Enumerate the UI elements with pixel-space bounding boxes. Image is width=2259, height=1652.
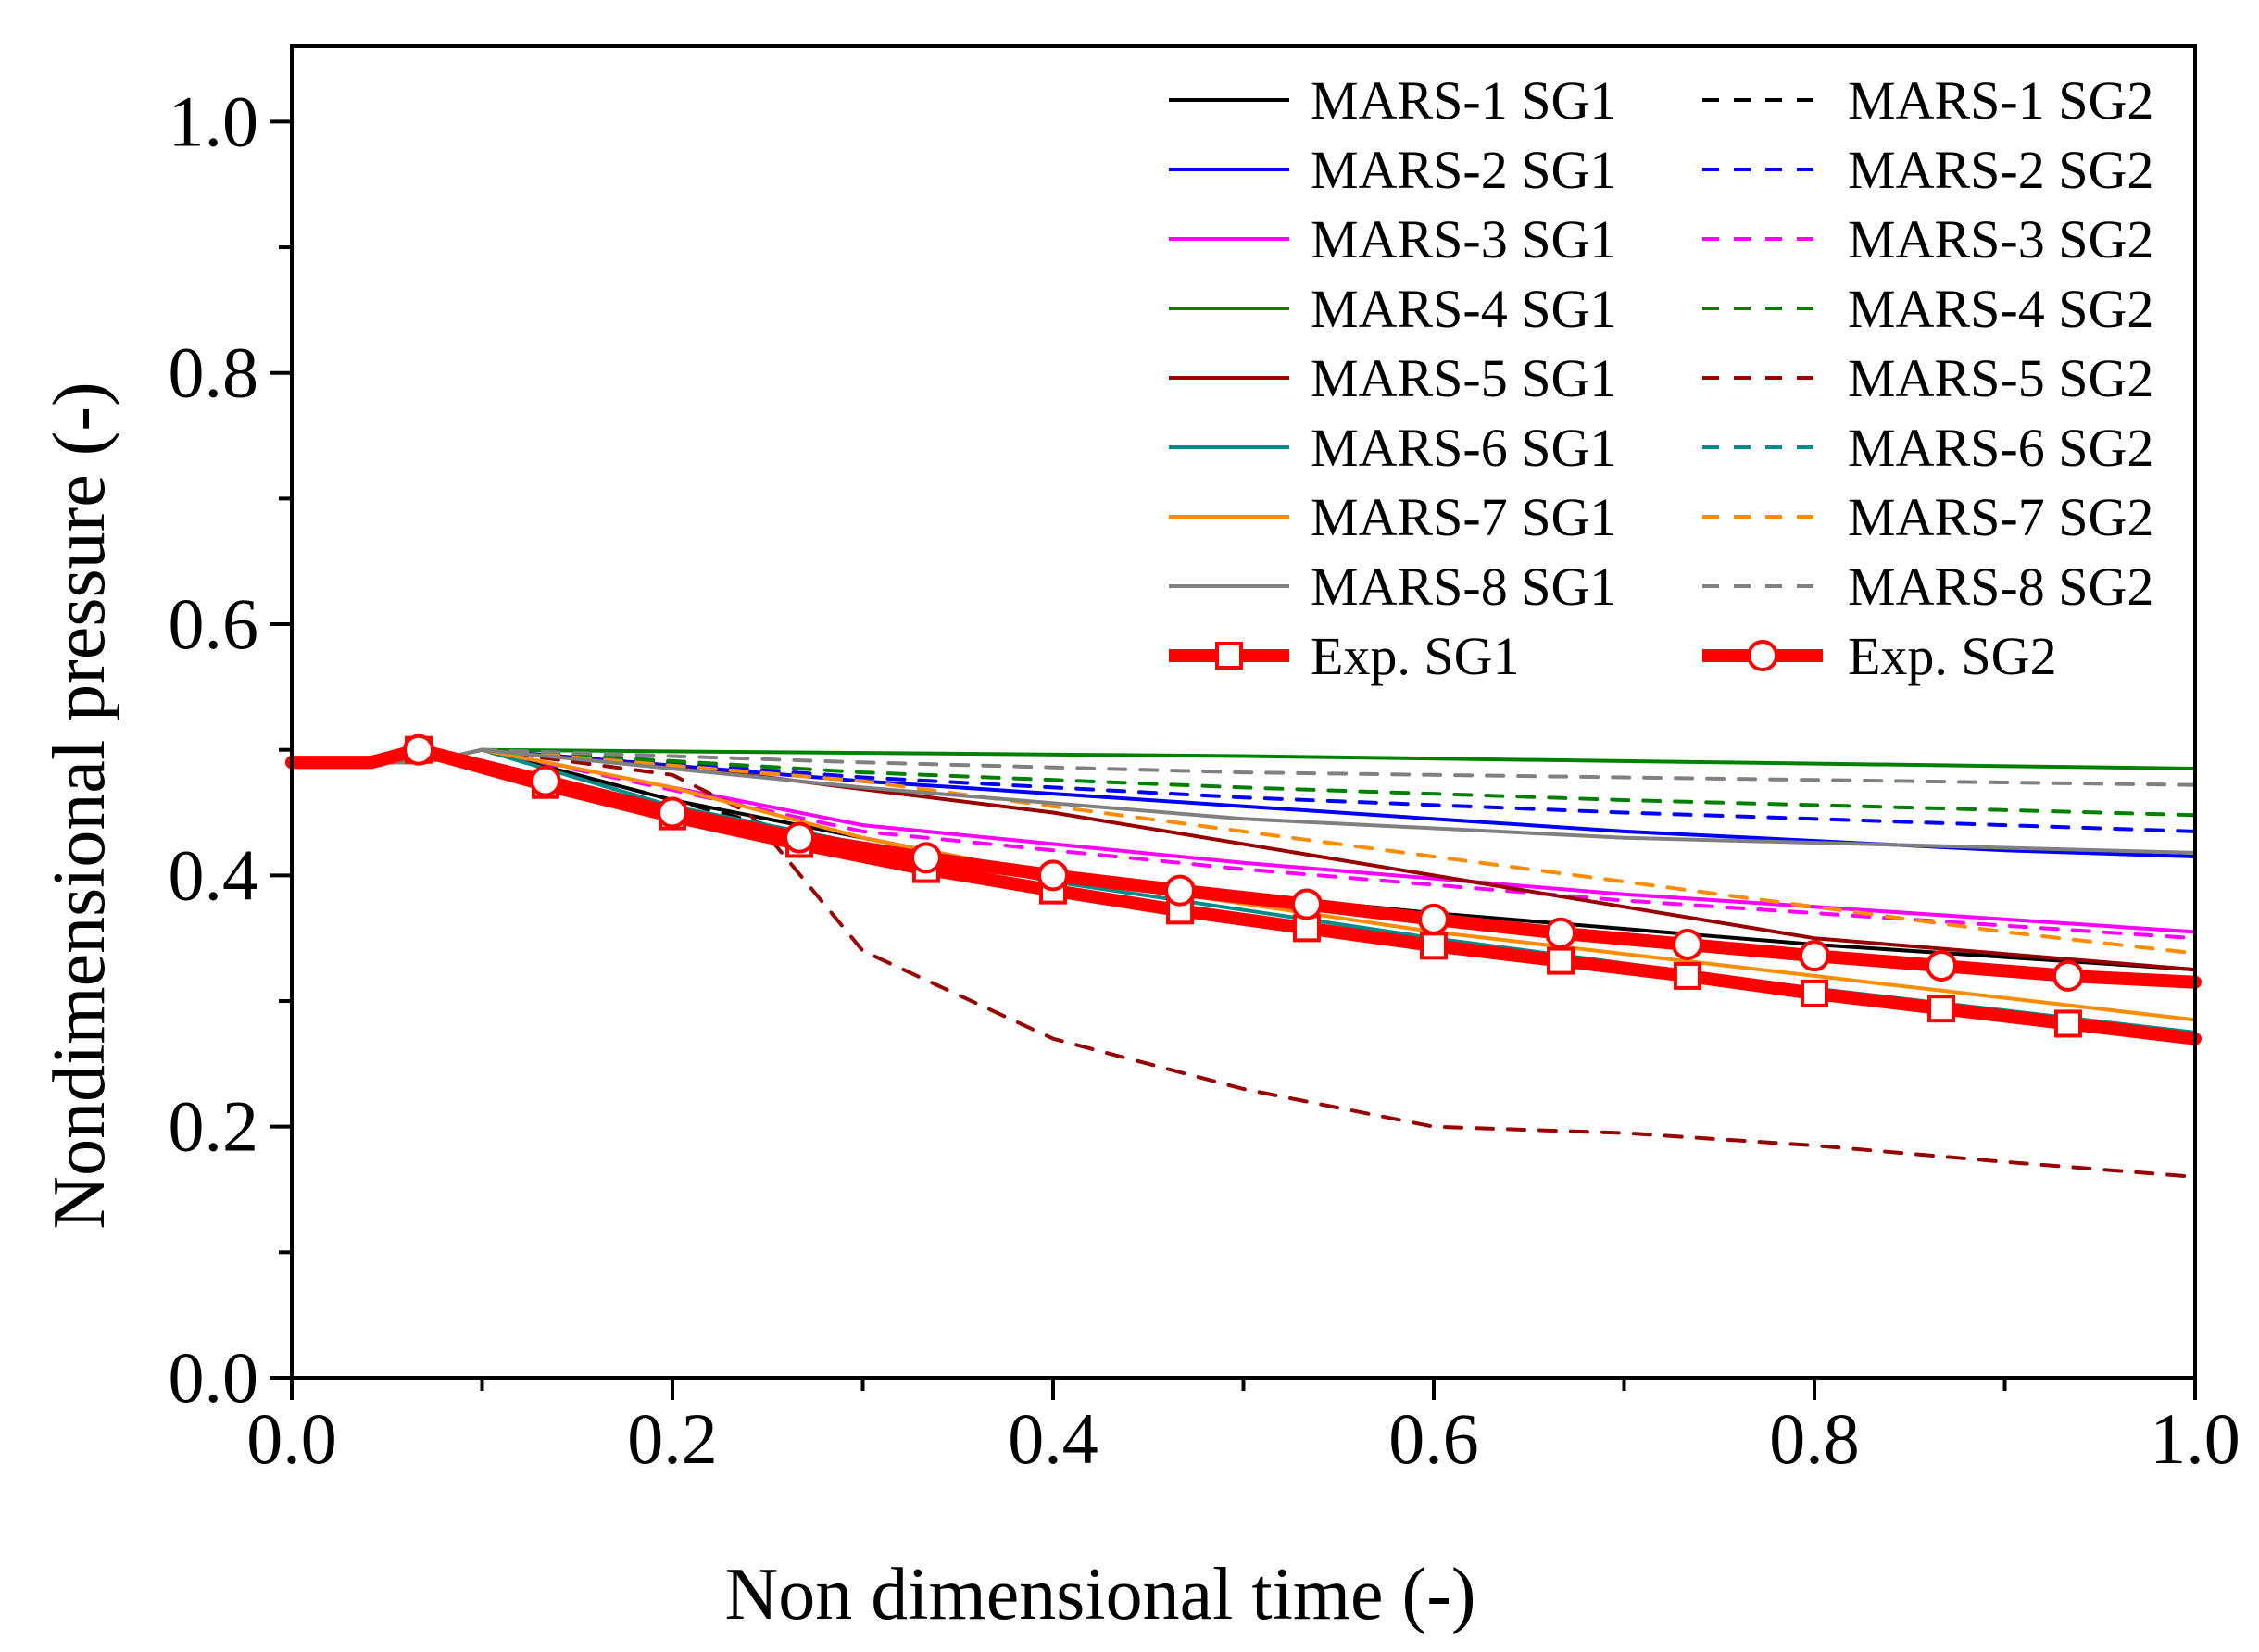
marker-exp-sg2 (1418, 903, 1450, 935)
legend-entry-mars-8-sg2: MARS-8 SG2 (1702, 557, 2153, 617)
x-tick-label: 0.2 (627, 1398, 718, 1479)
legend-label: MARS-2 SG1 (1311, 140, 1616, 200)
marker-exp-sg2 (1164, 874, 1197, 907)
legend-entry-mars-3-sg1: MARS-3 SG1 (1169, 209, 1616, 269)
legend-label: MARS-2 SG2 (1848, 140, 2153, 200)
marker-exp-sg2 (1799, 940, 1830, 972)
y-tick-label: 0.4 (169, 834, 259, 915)
legend-entry-mars-2-sg1: MARS-2 SG1 (1169, 140, 1616, 200)
marker-exp-sg2 (2052, 959, 2084, 992)
legend-entry-exp-sg1: Exp. SG1 (1169, 626, 1520, 686)
legend-entry-mars-1-sg1: MARS-1 SG1 (1169, 70, 1616, 131)
legend-marker-square (1215, 642, 1243, 670)
marker-exp-sg2 (1926, 950, 1958, 982)
y-tick-label: 0.0 (169, 1337, 259, 1418)
marker-exp-sg2 (529, 765, 561, 797)
marker-exp-sg2 (657, 796, 688, 829)
legend-entry-mars-5-sg2: MARS-5 SG2 (1702, 348, 2153, 408)
marker-exp-sg2 (1671, 928, 1703, 960)
legend-entry-mars-7-sg1: MARS-7 SG1 (1169, 487, 1616, 547)
legend-entry-mars-4-sg1: MARS-4 SG1 (1169, 279, 1616, 339)
legend-label: Exp. SG1 (1311, 626, 1520, 686)
marker-exp-sg2 (403, 733, 435, 766)
y-tick-label: 0.6 (169, 583, 259, 664)
marker-exp-sg1 (2053, 1009, 2082, 1038)
legend-entry-mars-8-sg1: MARS-8 SG1 (1169, 557, 1616, 617)
marker-exp-sg2 (910, 842, 942, 874)
legend-marker-circle (1747, 640, 1778, 671)
marker-exp-sg1 (1420, 932, 1448, 960)
legend-entry-mars-3-sg2: MARS-3 SG2 (1702, 209, 2153, 269)
marker-exp-sg1 (1547, 946, 1575, 975)
x-tick-label: 0.8 (1769, 1398, 1860, 1479)
series-layer (285, 733, 2202, 1179)
legend-entry-exp-sg2: Exp. SG2 (1702, 626, 2057, 686)
legend-entry-mars-1-sg2: MARS-1 SG2 (1702, 70, 2153, 131)
legend-label: MARS-3 SG2 (1848, 209, 2153, 269)
marker-exp-sg2 (784, 821, 816, 854)
legend-label: MARS-7 SG1 (1311, 487, 1616, 547)
marker-exp-sg2 (1037, 859, 1069, 892)
legend-label: MARS-7 SG2 (1848, 487, 2153, 547)
legend-label: MARS-1 SG1 (1311, 70, 1616, 131)
marker-exp-sg1 (1801, 979, 1828, 1007)
x-axis-title: Non dimensional time (-) (725, 1554, 1476, 1635)
axes-layer: 0.0 0.2 0.4 0.6 0.8 1.0 0.0 0.2 0.4 0.6 0.8 1.0 (169, 44, 2240, 1479)
legend-label: MARS-5 SG1 (1311, 348, 1616, 408)
x-tick-label: 1.0 (2150, 1398, 2240, 1479)
legend-label: MARS-6 SG2 (1848, 418, 2153, 478)
legend-label: MARS-8 SG1 (1311, 557, 1616, 617)
x-tick-label: 0.4 (1008, 1398, 1098, 1479)
x-tick-label: 0.6 (1388, 1398, 1479, 1479)
series-line-mars-3-sg2 (290, 747, 2197, 941)
legend-label: MARS-1 SG2 (1848, 70, 2153, 131)
legend-entry-mars-6-sg1: MARS-6 SG1 (1169, 418, 1616, 478)
y-tick-label: 1.0 (169, 81, 259, 161)
y-tick-label: 0.2 (169, 1086, 259, 1167)
legend-label: Exp. SG2 (1848, 626, 2057, 686)
legend-entry-mars-6-sg2: MARS-6 SG2 (1702, 418, 2153, 478)
y-tick-label: 0.8 (169, 332, 259, 413)
legend-entry-mars-7-sg2: MARS-7 SG2 (1702, 487, 2153, 547)
legend-label: MARS-4 SG1 (1311, 279, 1616, 339)
legend-entry-mars-5-sg1: MARS-5 SG1 (1169, 348, 1616, 408)
legend-label: MARS-4 SG2 (1848, 279, 2153, 339)
marker-exp-sg1 (1927, 995, 1956, 1023)
legend-label: MARS-5 SG2 (1848, 348, 2153, 408)
legend-entry-mars-4-sg2: MARS-4 SG2 (1702, 279, 2153, 339)
legend-label: MARS-3 SG1 (1311, 209, 1616, 269)
legend: MARS-1 SG1 MARS-2 SG1 MARS-3 SG1 MARS-4 SG1… (1169, 70, 2153, 686)
marker-exp-sg2 (1290, 888, 1323, 920)
marker-exp-sg2 (1545, 917, 1577, 949)
legend-label: MARS-6 SG1 (1311, 418, 1616, 478)
legend-entry-mars-2-sg2: MARS-2 SG2 (1702, 140, 2153, 200)
legend-label: MARS-8 SG2 (1848, 557, 2153, 617)
marker-exp-sg1 (1673, 961, 1701, 990)
y-axis-title: Nondimensional pressure (-) (39, 382, 120, 1229)
x-tick-label: 0.0 (246, 1398, 337, 1479)
